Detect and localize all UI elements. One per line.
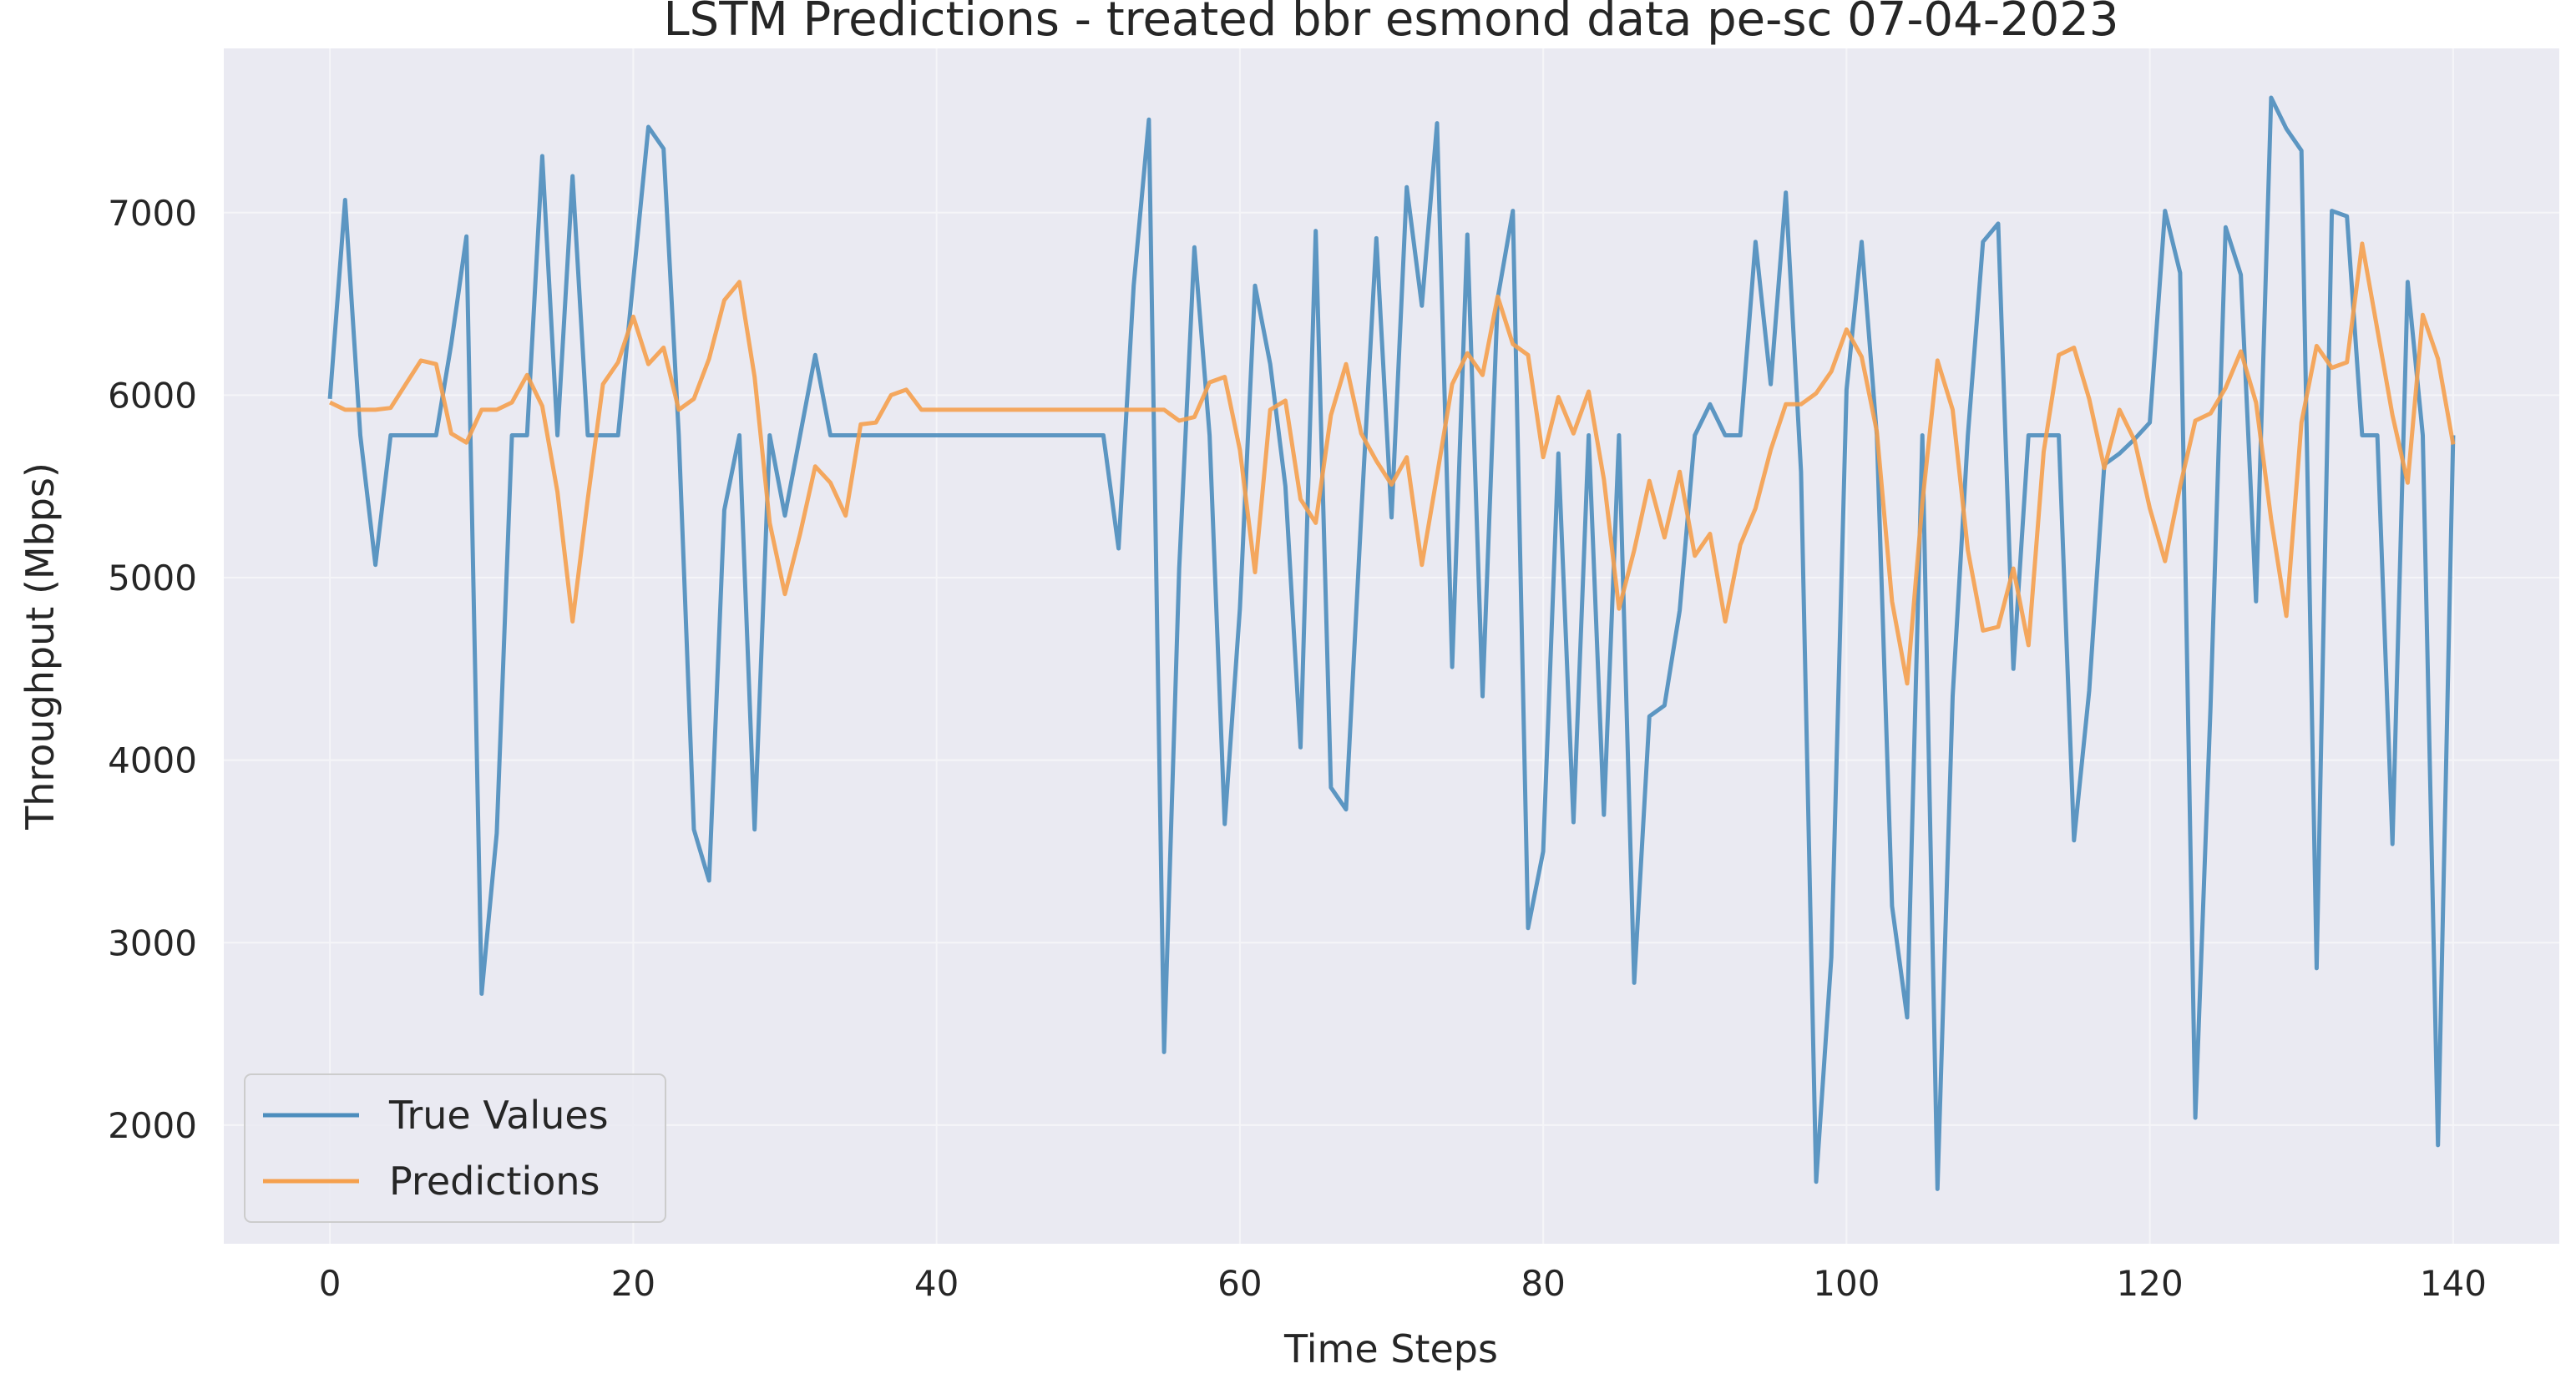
x-tick-label: 60 xyxy=(1217,1263,1262,1304)
series-line-true-values xyxy=(327,95,2456,1191)
y-tick-label: 7000 xyxy=(108,193,197,234)
x-tick-label: 140 xyxy=(2420,1263,2487,1304)
x-axis-ticks: 0 20 40 60 80 100 120 140 xyxy=(319,1263,2487,1304)
x-tick-label: 40 xyxy=(914,1263,959,1304)
x-tick-label: 0 xyxy=(319,1263,342,1304)
legend-label-predictions: Predictions xyxy=(389,1159,600,1204)
y-tick-label: 5000 xyxy=(108,558,197,599)
legend: True Values Predictions xyxy=(244,1073,666,1223)
y-axis-ticks: 2000 3000 4000 5000 6000 7000 xyxy=(108,193,197,1146)
y-tick-label: 3000 xyxy=(108,922,197,963)
y-tick-label: 2000 xyxy=(108,1105,197,1146)
plot-area xyxy=(224,48,2559,1244)
series-line-predictions xyxy=(329,241,2456,686)
chart-title: LSTM Predictions - treated bbr esmond da… xyxy=(663,0,2118,47)
y-tick-label: 4000 xyxy=(108,740,197,781)
x-axis-label: Time Steps xyxy=(1283,1326,1498,1371)
x-tick-label: 20 xyxy=(611,1263,655,1304)
legend-box xyxy=(244,1073,666,1223)
x-tick-label: 120 xyxy=(2117,1263,2184,1304)
x-tick-label: 100 xyxy=(1813,1263,1880,1304)
legend-label-true-values: True Values xyxy=(388,1093,609,1138)
y-axis-label: Throughput (Mbps) xyxy=(18,462,63,831)
y-tick-label: 6000 xyxy=(108,375,197,416)
series-lines xyxy=(327,95,2456,1191)
x-tick-label: 80 xyxy=(1521,1263,1565,1304)
